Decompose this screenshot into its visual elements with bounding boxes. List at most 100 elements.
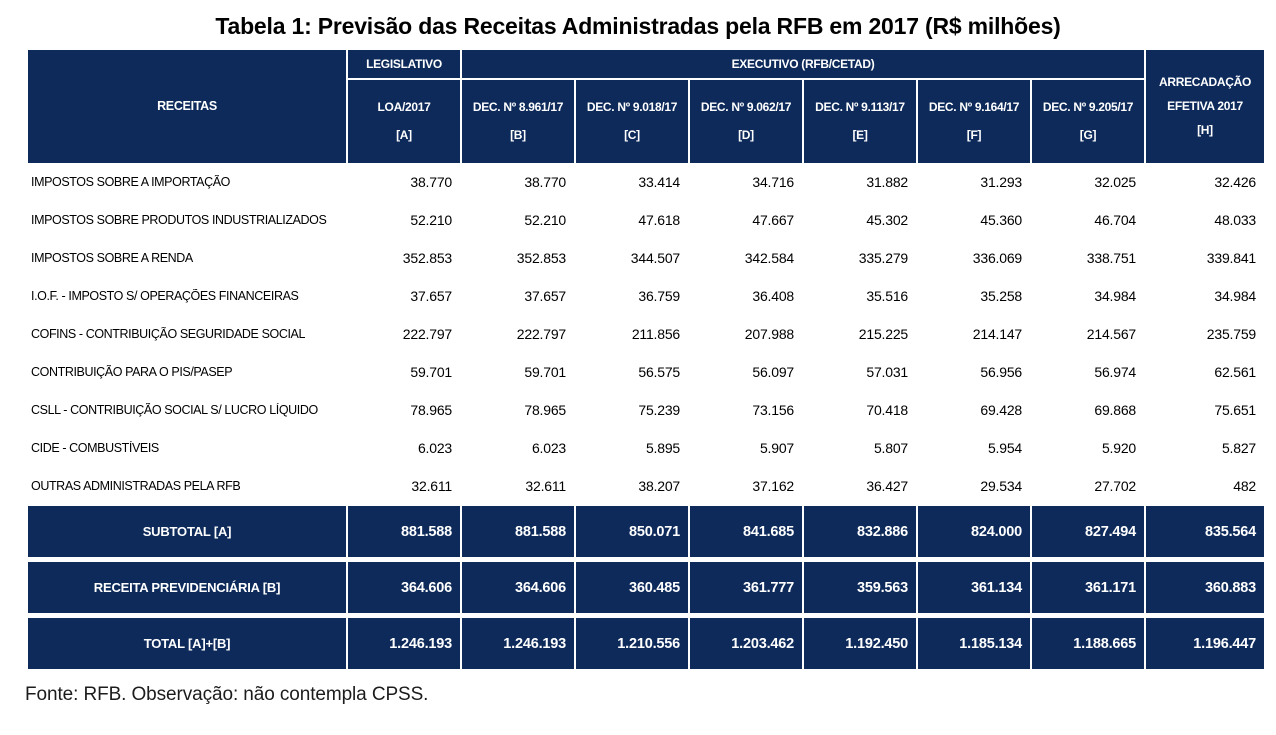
arrecadacao-line1: ARRECADAÇÃO	[1158, 75, 1252, 89]
header-col-name: DEC. Nº 9.205/17	[1042, 100, 1134, 114]
header-col-ref: [B]	[510, 128, 526, 142]
cell-value: 59.701	[524, 364, 566, 380]
summary-value: 364.606	[462, 562, 574, 613]
summary-label: RECEITA PREVIDENCIÁRIA [B]	[28, 562, 346, 613]
header-col-name: DEC. Nº 9.113/17	[815, 100, 905, 114]
header-cell-executivo: EXECUTIVO (RFB/CETAD)	[462, 50, 1144, 78]
cell-value: 73.156	[752, 402, 794, 418]
header-col-name: DEC. Nº 9.018/17	[586, 100, 678, 114]
summary-row: SUBTOTAL [A] 881.588 881.588 850.071 841.685…	[28, 506, 1264, 557]
summary-value: 360.883	[1146, 562, 1264, 613]
header-col-e: DEC. Nº 9.113/17 [E]	[804, 80, 916, 163]
cell-value: 46.704	[1094, 212, 1136, 228]
summary-value: 835.564	[1146, 506, 1264, 557]
cell-value: 211.856	[631, 326, 680, 342]
cell-value: 5.907	[759, 440, 794, 456]
cell-value: 69.428	[980, 402, 1022, 418]
summary-value: 827.494	[1032, 506, 1144, 557]
cell-value: 338.751	[1086, 250, 1136, 266]
summary-section: SUBTOTAL [A] 881.588 881.588 850.071 841.685…	[28, 506, 1264, 669]
row-label: OUTRAS ADMINISTRADAS PELA RFB	[31, 479, 241, 493]
arrecadacao-ref: [H]	[1197, 123, 1213, 137]
summary-value: 1.210.556	[576, 618, 688, 669]
page-title: Tabela 1: Previsão das Receitas Administ…	[215, 13, 1061, 39]
cell-value: 31.293	[980, 174, 1022, 190]
row-label: IMPOSTOS SOBRE A IMPORTAÇÃO	[31, 175, 230, 189]
cell-value: 34.984	[1214, 288, 1256, 304]
header-col-c: DEC. Nº 9.018/17 [C]	[576, 80, 688, 163]
cell-value: 52.210	[524, 212, 566, 228]
cell-value: 32.611	[411, 478, 452, 494]
cell-value: 38.770	[524, 174, 566, 190]
header-col-ref: [A]	[396, 128, 412, 142]
cell-value: 207.988	[744, 326, 794, 342]
table-row: CIDE - COMBUSTÍVEIS 6.023 6.023 5.895 5.907 5…	[28, 429, 1264, 467]
cell-value: 335.279	[858, 250, 908, 266]
header-col-ref: [F]	[966, 128, 982, 142]
cell-value: 78.965	[524, 402, 566, 418]
row-label: CONTRIBUIÇÃO PARA O PIS/PASEP	[31, 365, 233, 379]
cell-value: 5.920	[1101, 440, 1136, 456]
cell-value: 32.426	[1214, 174, 1256, 190]
cell-value: 52.210	[410, 212, 452, 228]
cell-value: 29.534	[980, 478, 1022, 494]
cell-value: 37.657	[410, 288, 452, 304]
revenue-table: RECEITAS LEGISLATIVO EXECUTIVO (RFB/CETA…	[28, 50, 1264, 669]
summary-value: 881.588	[348, 506, 460, 557]
cell-value: 56.956	[980, 364, 1022, 380]
summary-value: 850.071	[576, 506, 688, 557]
summary-value: 1.192.450	[804, 618, 916, 669]
cell-value: 5.827	[1221, 440, 1256, 456]
cell-value: 5.895	[645, 440, 680, 456]
header-col-ref: [D]	[738, 128, 754, 142]
cell-value: 339.841	[1206, 250, 1256, 266]
header-cell-legislativo: LEGISLATIVO	[348, 50, 460, 78]
summary-value: 361.134	[918, 562, 1030, 613]
table-row: IMPOSTOS SOBRE A RENDA 352.853 352.853 344.…	[28, 239, 1264, 277]
cell-value: 222.797	[516, 326, 566, 342]
cell-value: 37.657	[524, 288, 566, 304]
cell-value: 336.069	[972, 250, 1022, 266]
summary-value: 1.246.193	[462, 618, 574, 669]
cell-value: 31.882	[866, 174, 908, 190]
row-label: CIDE - COMBUSTÍVEIS	[31, 441, 159, 455]
cell-value: 36.408	[752, 288, 794, 304]
cell-value: 78.965	[410, 402, 452, 418]
table-row: COFINS - CONTRIBUIÇÃO SEGURIDADE SOCIAL 2…	[28, 315, 1264, 353]
cell-value: 482	[1233, 478, 1256, 494]
table-row: IMPOSTOS SOBRE PRODUTOS INDUSTRIALIZADOS…	[28, 201, 1264, 239]
arrecadacao-line2: EFETIVA 2017	[1167, 99, 1243, 113]
cell-value: 70.418	[866, 402, 908, 418]
header-col-f: DEC. Nº 9.164/17 [F]	[918, 80, 1030, 163]
cell-value: 6.023	[417, 440, 452, 456]
cell-value: 6.023	[531, 440, 566, 456]
summary-value: 361.171	[1032, 562, 1144, 613]
summary-value: 832.886	[804, 506, 916, 557]
row-label: IMPOSTOS SOBRE A RENDA	[31, 251, 193, 265]
cell-value: 37.162	[752, 478, 794, 494]
cell-value: 36.427	[866, 478, 908, 494]
header-col-ref: [E]	[852, 128, 868, 142]
row-label: CSLL - CONTRIBUIÇÃO SOCIAL S/ LUCRO LÍQU…	[31, 403, 318, 417]
cell-value: 56.097	[752, 364, 794, 380]
cell-value: 342.584	[744, 250, 794, 266]
cell-value: 59.701	[410, 364, 452, 380]
cell-value: 38.207	[638, 478, 680, 494]
summary-value: 361.777	[690, 562, 802, 613]
cell-value: 45.360	[980, 212, 1022, 228]
cell-value: 214.567	[1086, 326, 1136, 342]
cell-value: 235.759	[1206, 326, 1256, 342]
table-row: I.O.F. - IMPOSTO S/ OPERAÇÕES FINANCEIRA…	[28, 277, 1264, 315]
header-col-name: DEC. Nº 9.062/17	[700, 100, 792, 114]
cell-value: 344.507	[630, 250, 680, 266]
row-label: I.O.F. - IMPOSTO S/ OPERAÇÕES FINANCEIRA…	[31, 289, 299, 303]
cell-value: 45.302	[866, 212, 908, 228]
header-col-d: DEC. Nº 9.062/17 [D]	[690, 80, 802, 163]
header-col-name: DEC. Nº 8.961/17	[472, 100, 564, 114]
summary-value: 360.485	[576, 562, 688, 613]
cell-value: 5.807	[873, 440, 908, 456]
table-row: CONTRIBUIÇÃO PARA O PIS/PASEP 59.701 59.70…	[28, 353, 1264, 391]
cell-value: 33.414	[638, 174, 680, 190]
table-body: IMPOSTOS SOBRE A IMPORTAÇÃO 38.770 38.770 3…	[28, 163, 1264, 505]
cell-value: 57.031	[866, 364, 908, 380]
